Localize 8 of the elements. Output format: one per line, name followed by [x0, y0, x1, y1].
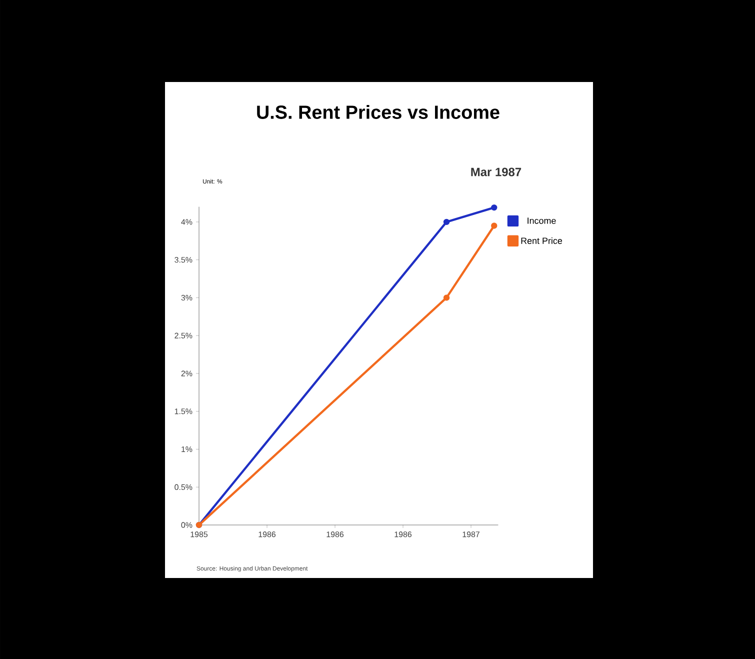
- legend-label: Rent Price: [521, 237, 562, 244]
- point: [491, 222, 498, 229]
- point: [443, 294, 450, 301]
- legend-label: Income: [528, 218, 556, 224]
- chart-title: U.S. Rent Prices vs Income: [257, 105, 500, 119]
- point: [491, 204, 498, 211]
- chart-subtitle: Mar 1987: [471, 168, 522, 176]
- point: [443, 218, 450, 226]
